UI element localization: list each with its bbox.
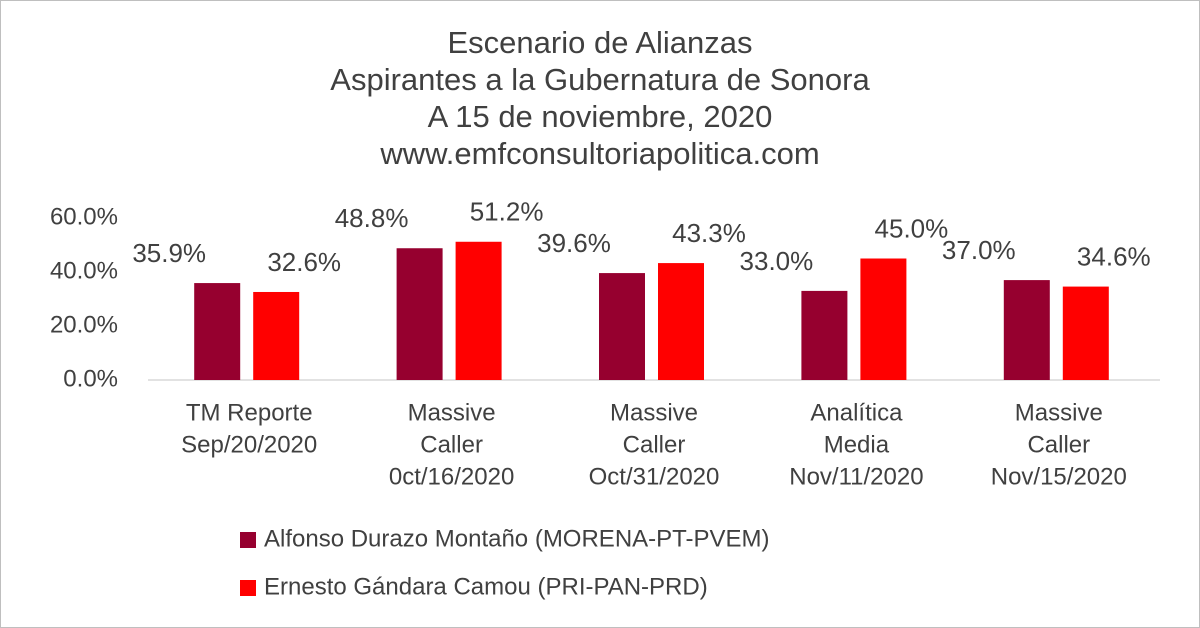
bar <box>860 258 907 380</box>
value-label: 48.8% <box>335 203 409 233</box>
x-tick-label: Caller <box>623 431 686 458</box>
value-label: 33.0% <box>740 246 814 276</box>
bar <box>801 290 848 380</box>
x-tick-label: TM Reporte <box>186 399 313 426</box>
bar <box>658 263 704 380</box>
x-tick-label: Massive <box>610 399 698 426</box>
chart-title: Aspirantes a la Gubernatura de Sonora <box>330 62 870 97</box>
bar <box>194 283 241 380</box>
chart-title: A 15 de noviembre, 2020 <box>428 99 773 134</box>
value-label: 34.6% <box>1077 241 1151 271</box>
x-tick-label: Sep/20/2020 <box>181 431 317 458</box>
x-tick-label: Caller <box>420 431 483 458</box>
value-label: 39.6% <box>537 228 611 258</box>
legend-label: Ernesto Gándara Camou (PRI-PAN-PRD) <box>264 573 708 600</box>
x-tick-label: Massive <box>408 399 496 426</box>
chart-title: www.emfconsultoriapolitica.com <box>379 136 819 171</box>
value-label: 37.0% <box>942 235 1016 265</box>
y-tick-label: 40.0% <box>50 257 118 284</box>
x-tick-label: Massive <box>1015 399 1103 426</box>
x-tick-label: Analítica <box>810 399 903 426</box>
y-tick-label: 20.0% <box>50 311 118 338</box>
x-tick-label: Nov/11/2020 <box>789 463 923 490</box>
value-label: 45.0% <box>875 213 949 243</box>
value-label: 43.3% <box>672 218 746 248</box>
bar <box>455 241 502 380</box>
chart-title: Escenario de Alianzas <box>447 25 752 60</box>
bar <box>1062 286 1109 380</box>
x-tick-label: Media <box>824 431 890 458</box>
y-tick-label: 60.0% <box>50 203 118 230</box>
x-tick-label: Caller <box>1027 431 1090 458</box>
bar <box>1003 280 1050 380</box>
bar <box>599 273 645 380</box>
y-tick-label: 0.0% <box>63 365 118 392</box>
bar <box>396 248 443 380</box>
value-label: 51.2% <box>470 197 544 227</box>
value-label: 35.9% <box>132 238 206 268</box>
bar <box>253 291 300 380</box>
value-label: 32.6% <box>267 247 341 277</box>
legend-swatch <box>240 580 256 596</box>
legend-swatch <box>240 532 256 548</box>
x-tick-label: Oct/31/2020 <box>589 463 720 490</box>
x-tick-label: Nov/15/2020 <box>991 463 1127 490</box>
x-tick-label: 0ct/16/2020 <box>389 463 514 490</box>
legend-label: Alfonso Durazo Montaño (MORENA-PT-PVEM) <box>264 525 770 552</box>
